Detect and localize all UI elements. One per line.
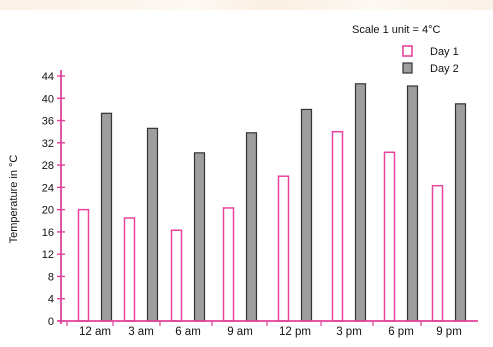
x-tick-label: 12 pm <box>279 326 311 338</box>
y-axis-ticks: 0 4 8 12 16 20 24 28 32 36 40 44 <box>42 71 65 328</box>
bar-day2-6pm <box>406 85 419 322</box>
bar-day2-3pm <box>354 83 367 322</box>
x-tick-label: 3 am <box>128 326 154 338</box>
y-tick-label: 12 <box>42 249 54 261</box>
y-tick-label: 36 <box>42 116 54 128</box>
bar-day1-9am <box>222 207 235 322</box>
legend-swatch-day1 <box>402 45 413 57</box>
bar-day1-3am <box>123 217 136 322</box>
bar-day2-6am <box>193 152 206 322</box>
legend-swatch-day2 <box>402 62 413 74</box>
y-tick-label: 40 <box>42 93 54 105</box>
x-tick-label: 3 pm <box>336 326 362 338</box>
y-tick-label: 44 <box>42 71 54 83</box>
top-watermark-band <box>0 0 493 10</box>
y-tick-label: 20 <box>42 205 54 217</box>
bar-day2-12am <box>100 112 113 322</box>
legend-label-day2: Day 2 <box>430 63 459 75</box>
bar-day1-12am <box>77 208 90 322</box>
bar-day1-6pm <box>383 151 396 322</box>
legend: Day 1 Day 2 <box>402 45 459 75</box>
bar-day2-3am <box>146 127 159 322</box>
bar-day2-9pm <box>454 103 467 322</box>
bar-day1-12pm <box>277 175 290 322</box>
bar-day2-12pm <box>300 108 313 322</box>
bar-day2-9am <box>245 132 258 322</box>
y-tick-label: 28 <box>42 160 54 172</box>
x-tick-label: 9 pm <box>436 326 462 338</box>
x-tick-label: 6 pm <box>388 326 414 338</box>
bar-day1-3pm <box>331 130 344 322</box>
y-tick-label: 24 <box>42 182 54 194</box>
y-tick-label: 32 <box>42 138 54 150</box>
bar-day1-6am <box>170 229 183 322</box>
legend-label-day1: Day 1 <box>430 46 459 58</box>
y-tick-label: 16 <box>42 227 54 239</box>
y-axis-title: Temperature in °C <box>8 155 20 244</box>
x-tick-label: 6 am <box>175 326 201 338</box>
x-tick-label: 9 am <box>227 326 253 338</box>
y-tick-label: 4 <box>48 294 54 306</box>
bar-day1-9pm <box>431 184 444 322</box>
x-tick-label: 12 am <box>79 326 111 338</box>
x-axis-labels: 12 am 3 am 6 am 9 am 12 pm 3 pm 6 pm 9 pm <box>66 321 462 338</box>
scale-note: Scale 1 unit = 4°C <box>352 24 441 36</box>
y-tick-label: 0 <box>48 316 54 328</box>
y-tick-label: 8 <box>48 271 54 283</box>
bars <box>77 83 467 322</box>
